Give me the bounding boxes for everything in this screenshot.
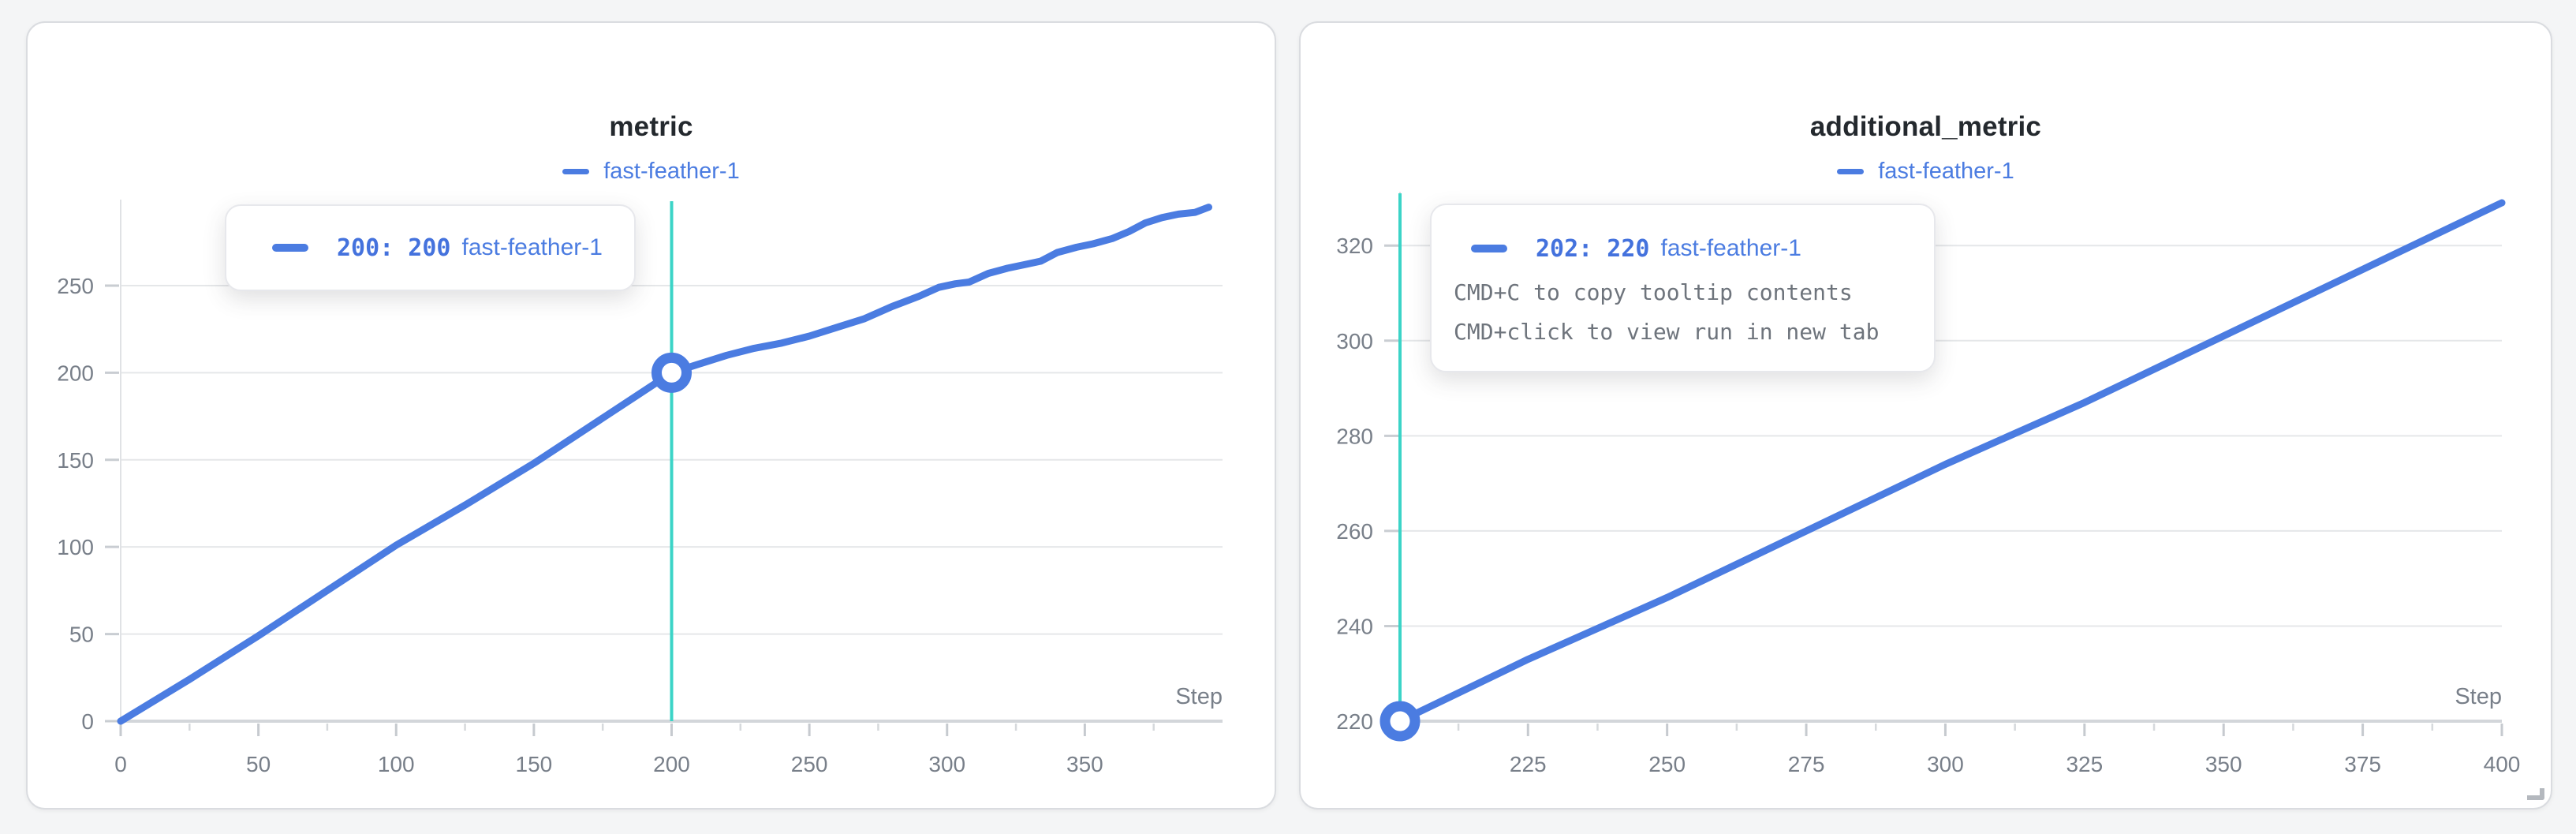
x-tick-label: 375 [2344, 752, 2381, 776]
chart-tooltip: 202: 220 fast-feather-1 CMD+C to copy to… [1430, 204, 1936, 372]
hovered-point-marker[interactable] [1379, 701, 1421, 742]
x-tick-label: 150 [516, 752, 553, 776]
legend-line-icon [1837, 169, 1865, 174]
x-tick-label: 100 [378, 752, 415, 776]
x-tick-label: 250 [791, 752, 828, 776]
chart-additional-metric-plot[interactable]: 220 240 260 280 300 320 225 250 275 300 325 350 375 4… [1301, 23, 2551, 808]
x-tick-label: 300 [1927, 752, 1964, 776]
x-tick-label: 350 [1066, 752, 1103, 776]
x-tick-label: 350 [2205, 752, 2242, 776]
y-tick-label: 0 [81, 709, 94, 734]
x-axis-label: Step [1175, 684, 1223, 709]
y-tick-label: 50 [69, 623, 94, 647]
chart-metric-plot[interactable]: 0 50 100 150 200 250 0 50 100 150 200 250 300 350 [28, 23, 1275, 808]
x-tick-label: 0 [114, 752, 127, 776]
tooltip-step-value: 200: 200 [337, 234, 451, 262]
x-tick-label: 400 [2484, 752, 2521, 776]
panel-metric[interactable]: metric fast-feather-1 0 50 100 150 200 250 0 50… [26, 21, 1276, 810]
legend[interactable]: fast-feather-1 [1301, 159, 2551, 185]
legend-label: fast-feather-1 [1878, 159, 2014, 184]
y-tick-label: 220 [1336, 709, 1373, 734]
tooltip-series-dash-icon [272, 244, 308, 252]
panel-title: additional_metric [1809, 111, 2042, 142]
panel-title: metric [609, 111, 693, 142]
panel-additional-metric[interactable]: additional_metric fast-feather-1 220 240 2… [1299, 21, 2552, 810]
y-tick-label: 280 [1336, 424, 1373, 448]
run-line[interactable] [117, 204, 1212, 725]
tooltip-series-dash-icon [1471, 245, 1507, 252]
x-tick-label: 50 [246, 752, 271, 776]
x-tick-label: 200 [653, 752, 690, 776]
x-tick-label: 225 [1510, 752, 1547, 776]
x-tick-label: 300 [928, 752, 965, 776]
x-tick-label: 250 [1648, 752, 1686, 776]
legend-line-icon [562, 169, 590, 174]
y-tick-label: 150 [57, 448, 94, 473]
x-axis-label: Step [2455, 684, 2502, 709]
run-line[interactable] [1396, 199, 2506, 725]
tooltip-run-name: fast-feather-1 [1660, 235, 1801, 261]
y-tick-label: 240 [1336, 614, 1373, 638]
legend-label: fast-feather-1 [603, 159, 740, 184]
panel-resize-handle-icon[interactable] [2527, 788, 2544, 800]
tooltip-copy-hint: CMD+C to copy tooltip contents [1454, 279, 1853, 305]
y-tick-label: 320 [1336, 234, 1373, 258]
y-tick-label: 200 [57, 361, 94, 385]
tooltip-open-run-hint: CMD+click to view run in new tab [1454, 319, 1880, 345]
y-tick-label: 300 [1336, 329, 1373, 353]
tooltip-run-name: fast-feather-1 [461, 234, 603, 260]
x-tick-label: 275 [1788, 752, 1825, 776]
y-tick-label: 250 [57, 274, 94, 298]
hovered-point-marker[interactable] [651, 352, 692, 393]
chart-tooltip: 200: 200 fast-feather-1 [225, 204, 636, 291]
y-tick-label: 100 [57, 535, 94, 559]
y-tick-label: 260 [1336, 519, 1373, 544]
tooltip-step-value: 202: 220 [1536, 234, 1650, 263]
legend[interactable]: fast-feather-1 [28, 159, 1275, 185]
x-tick-label: 325 [2066, 752, 2103, 776]
